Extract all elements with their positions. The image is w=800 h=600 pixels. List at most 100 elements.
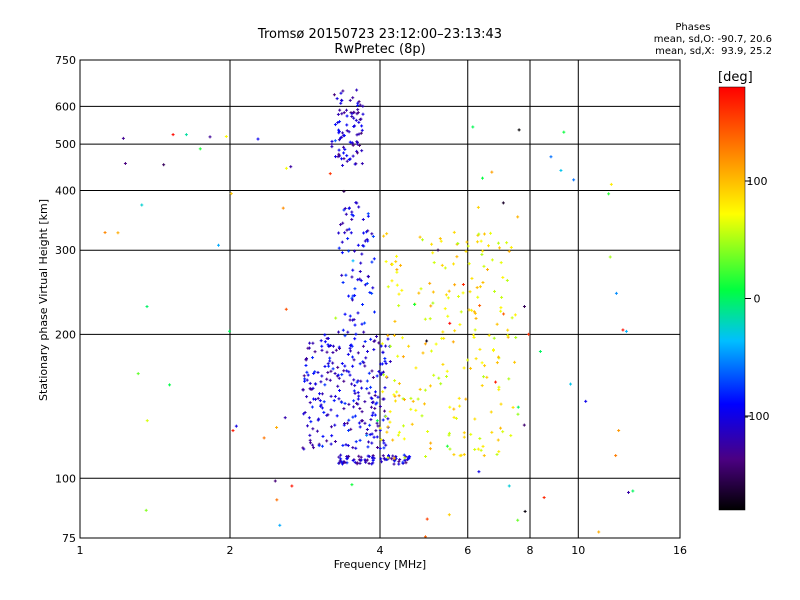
data-point: [337, 330, 341, 334]
data-point: [401, 424, 405, 428]
data-point: [342, 369, 346, 373]
data-point: [443, 307, 447, 311]
data-point: [404, 461, 408, 465]
data-point: [256, 137, 260, 141]
data-point: [362, 330, 366, 334]
data-point: [361, 104, 365, 108]
data-point: [325, 377, 329, 381]
data-point: [431, 251, 435, 255]
data-point: [373, 413, 377, 417]
data-point: [490, 258, 494, 262]
data-point: [382, 446, 386, 450]
data-point: [397, 382, 401, 386]
data-point: [234, 424, 238, 428]
data-point: [275, 498, 279, 502]
data-point: [370, 291, 374, 295]
data-point: [369, 418, 373, 422]
y-tick-label: 600: [55, 100, 76, 113]
data-point: [476, 295, 480, 299]
data-point: [363, 340, 367, 344]
x-tick-label: 2: [227, 544, 234, 557]
data-point: [396, 433, 400, 437]
data-point: [340, 273, 344, 277]
data-point: [345, 123, 349, 127]
data-point: [446, 296, 450, 300]
data-point: [459, 453, 463, 457]
data-point: [522, 423, 526, 427]
data-point: [478, 285, 482, 289]
data-point: [350, 210, 354, 214]
data-point: [456, 241, 460, 245]
data-point: [351, 154, 355, 158]
data-point: [351, 268, 355, 272]
data-point: [411, 399, 415, 403]
data-point: [453, 283, 457, 287]
data-point: [365, 387, 369, 391]
data-point: [343, 147, 347, 151]
data-point: [388, 344, 392, 348]
data-point: [523, 509, 527, 513]
data-point: [381, 370, 385, 374]
data-point: [347, 402, 351, 406]
data-point: [320, 374, 324, 378]
data-point: [469, 366, 473, 370]
data-point: [342, 407, 346, 411]
data-point: [371, 375, 375, 379]
data-point: [331, 367, 335, 371]
data-point: [333, 371, 337, 375]
data-point: [608, 255, 612, 259]
data-point: [475, 240, 479, 244]
data-point: [144, 508, 148, 512]
data-point: [340, 362, 344, 366]
data-point: [357, 421, 361, 425]
data-point: [308, 341, 312, 345]
data-point: [477, 470, 481, 474]
data-point: [307, 416, 311, 420]
data-point: [631, 489, 635, 493]
data-point: [323, 383, 327, 387]
data-point: [329, 343, 333, 347]
data-point: [350, 213, 354, 217]
data-point: [358, 143, 362, 147]
data-point: [492, 348, 496, 352]
data-point: [502, 312, 506, 316]
data-point: [352, 378, 356, 382]
x-tick-label: 16: [673, 544, 687, 557]
data-point: [379, 460, 383, 464]
data-point: [390, 279, 394, 283]
data-point: [445, 369, 449, 373]
data-point: [482, 375, 486, 379]
data-point: [478, 437, 482, 441]
data-point: [377, 370, 381, 374]
data-point: [348, 318, 352, 322]
data-point: [351, 259, 355, 263]
data-point: [208, 135, 212, 139]
data-point: [474, 357, 478, 361]
data-point: [343, 334, 347, 338]
data-point: [614, 454, 618, 458]
data-point: [420, 414, 424, 418]
data-point: [402, 437, 406, 441]
data-point: [319, 380, 323, 384]
data-point: [305, 357, 309, 361]
data-point: [283, 416, 287, 420]
data-point: [452, 407, 456, 411]
data-point: [432, 373, 436, 377]
data-point: [348, 346, 352, 350]
data-point: [403, 398, 407, 402]
data-point: [370, 401, 374, 405]
data-point: [311, 386, 315, 390]
data-point: [305, 370, 309, 374]
data-point: [121, 136, 125, 140]
data-point: [507, 249, 511, 253]
data-point: [428, 384, 432, 388]
data-point: [353, 249, 357, 253]
data-point: [470, 308, 474, 312]
data-point: [313, 382, 317, 386]
data-point: [311, 341, 315, 345]
data-point: [367, 462, 371, 466]
data-point: [559, 168, 563, 172]
data-point: [345, 228, 349, 232]
data-point: [467, 262, 471, 266]
data-point: [363, 458, 367, 462]
